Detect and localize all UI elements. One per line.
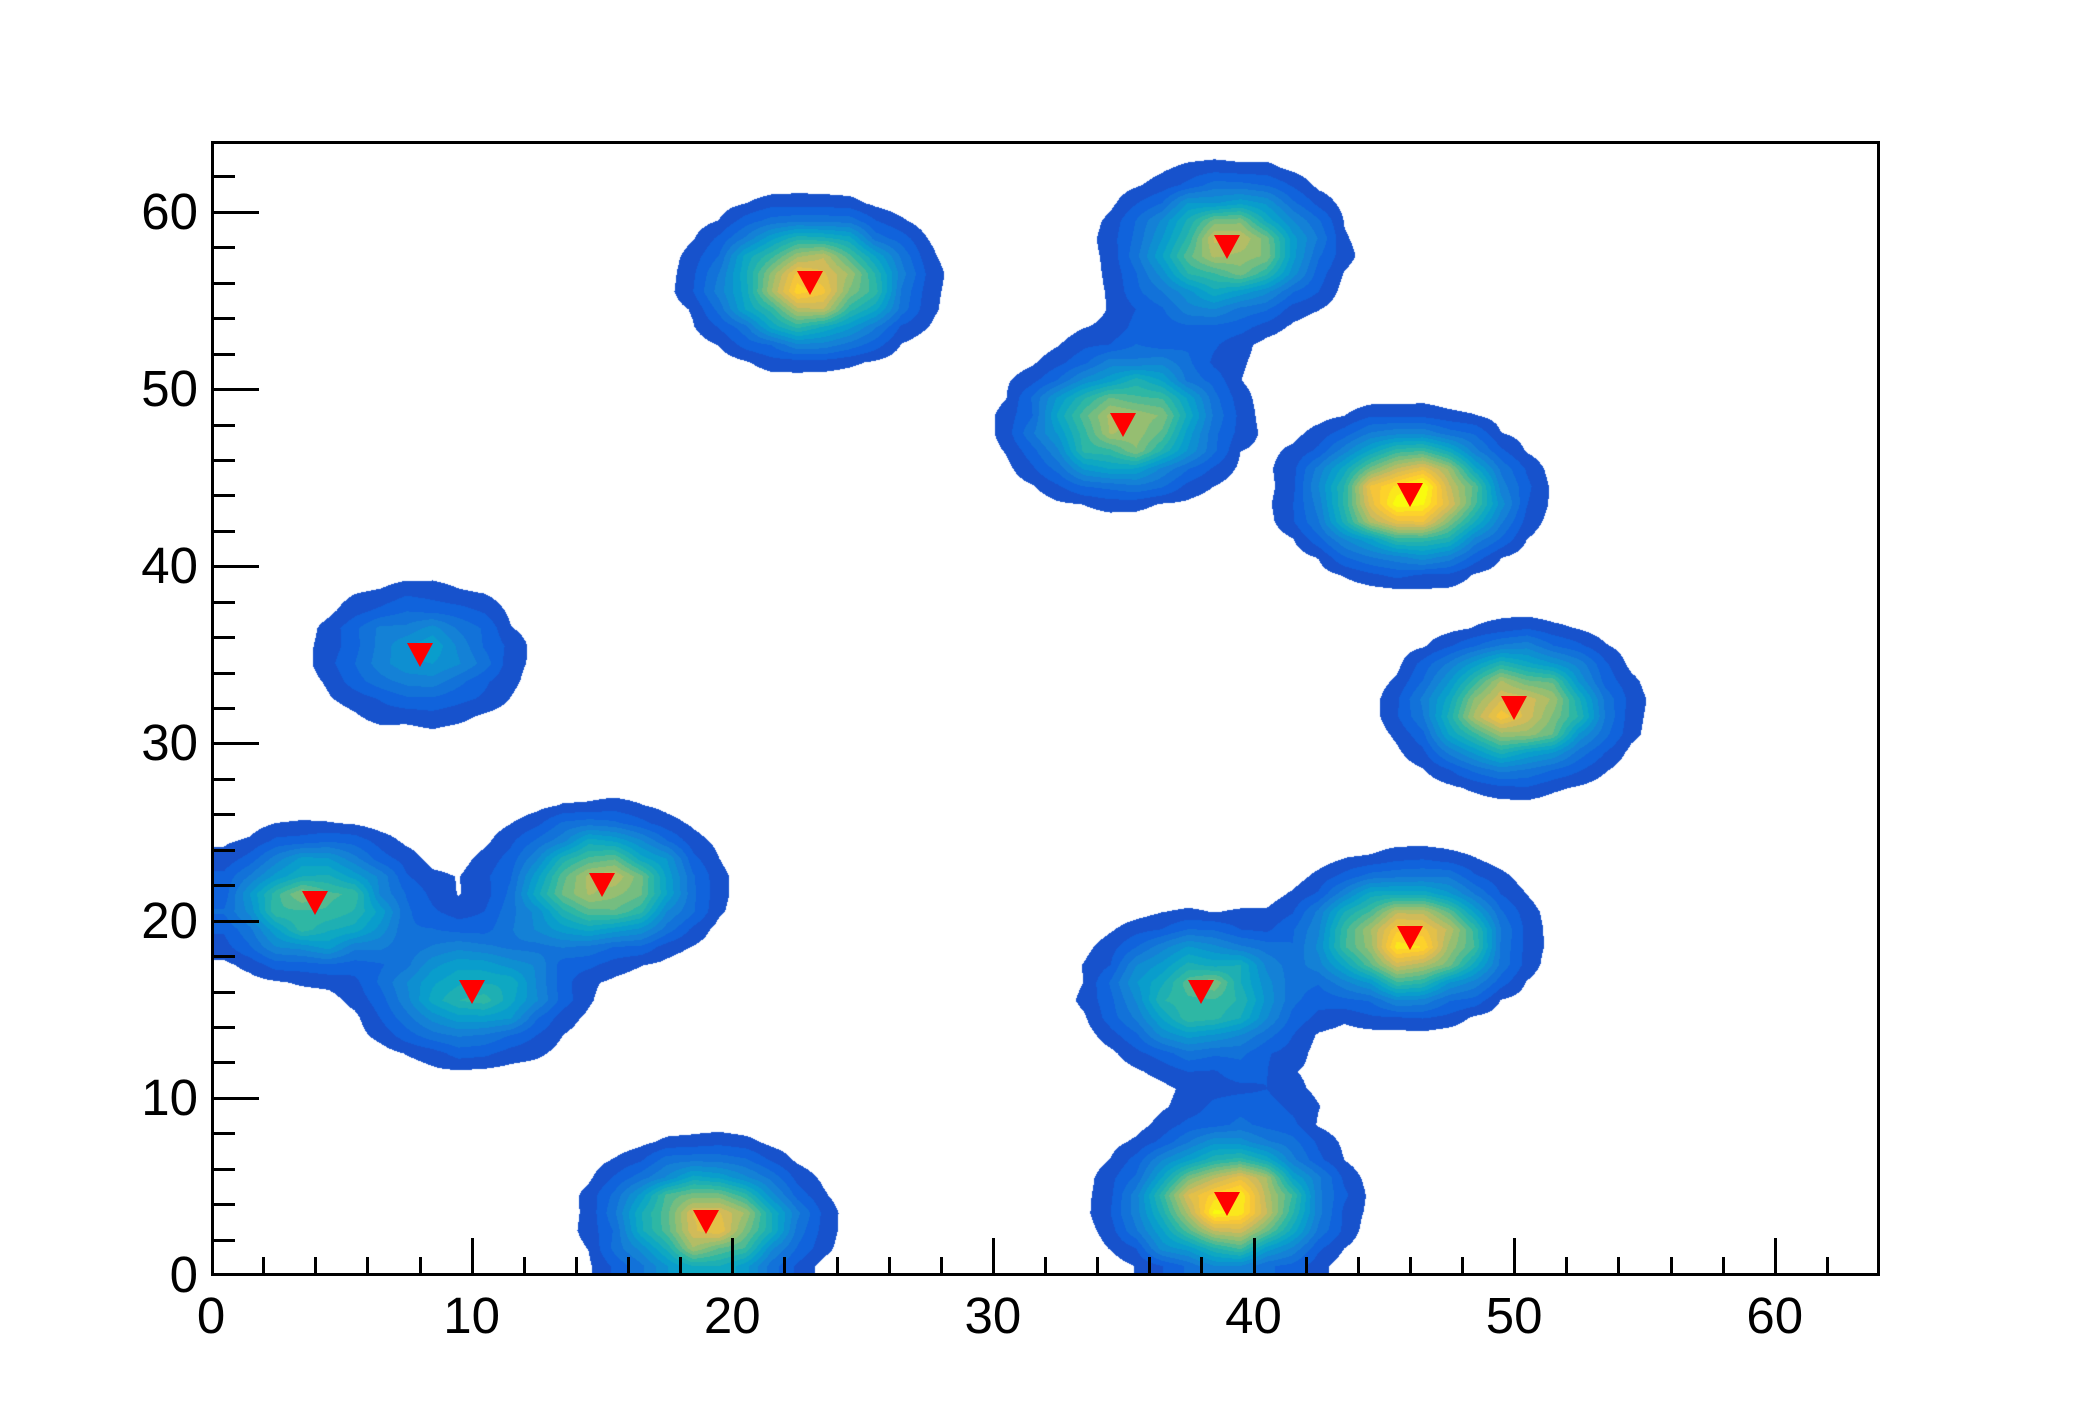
peak-marker xyxy=(406,642,433,667)
x-axis-tick xyxy=(1565,1257,1568,1275)
x-tick-label-10: 10 xyxy=(443,1287,500,1344)
x-axis-tick xyxy=(314,1257,317,1275)
y-axis-tick xyxy=(211,1132,235,1135)
peak-marker xyxy=(588,873,615,898)
y-tick-label-30: 30 xyxy=(141,714,198,772)
x-tick-label-0: 0 xyxy=(196,1287,226,1344)
x-tick-label-40: 40 xyxy=(1225,1287,1282,1344)
y-tick-label-60: 60 xyxy=(141,182,198,240)
y-axis-tick xyxy=(211,246,235,249)
x-axis-tick xyxy=(940,1257,943,1275)
x-axis-tick xyxy=(1617,1257,1620,1275)
y-axis-tick xyxy=(211,636,235,639)
y-axis-tick xyxy=(211,1239,235,1242)
y-axis-tick xyxy=(211,1203,235,1206)
y-axis-tick xyxy=(211,424,235,427)
x-axis-tick xyxy=(1305,1257,1308,1275)
peak-marker xyxy=(458,979,485,1004)
y-axis-tick xyxy=(211,1061,235,1064)
y-axis-tick xyxy=(211,601,235,604)
peak-marker xyxy=(693,1209,720,1234)
y-axis-tick xyxy=(211,955,235,958)
y-axis-tick xyxy=(211,707,235,710)
x-axis-tick xyxy=(783,1257,786,1275)
y-axis-tick xyxy=(211,565,259,568)
y-axis-tick xyxy=(211,813,235,816)
y-axis-tick xyxy=(211,742,259,745)
y-axis-tick xyxy=(211,672,235,675)
x-axis-tick xyxy=(1670,1257,1673,1275)
x-axis-tick xyxy=(419,1257,422,1275)
y-axis-tick xyxy=(211,1097,259,1100)
y-axis-tick xyxy=(211,920,259,923)
x-axis-tick xyxy=(1826,1257,1829,1275)
peak-marker xyxy=(1214,1192,1241,1217)
peak-marker xyxy=(797,270,824,295)
y-axis-tick xyxy=(211,778,235,781)
y-axis-tick xyxy=(211,849,235,852)
y-axis-tick xyxy=(211,175,235,178)
x-axis-tick xyxy=(1513,1238,1516,1275)
peak-marker xyxy=(302,890,329,915)
x-axis-tick xyxy=(366,1257,369,1275)
y-axis-tick xyxy=(211,884,235,887)
y-axis-tick xyxy=(211,1026,235,1029)
x-tick-label-60: 60 xyxy=(1746,1287,1804,1344)
x-axis-tick xyxy=(731,1238,734,1275)
y-tick-label-0: 0 xyxy=(169,1246,198,1303)
x-axis-tick xyxy=(836,1257,839,1275)
y-axis-tick xyxy=(211,388,259,391)
y-axis-tick xyxy=(211,459,235,462)
peak-marker xyxy=(1214,235,1241,260)
y-axis-tick xyxy=(211,282,235,285)
x-axis-tick xyxy=(1044,1257,1047,1275)
y-axis-tick xyxy=(211,211,259,214)
y-tick-label-50: 50 xyxy=(141,360,198,418)
peak-marker xyxy=(1396,483,1423,508)
x-axis-tick xyxy=(1148,1257,1151,1275)
x-axis-tick xyxy=(1357,1257,1360,1275)
x-axis-tick xyxy=(262,1257,265,1275)
x-axis-tick xyxy=(523,1257,526,1275)
x-tick-label-50: 50 xyxy=(1485,1287,1543,1344)
x-axis-tick xyxy=(679,1257,682,1275)
x-axis-tick xyxy=(627,1257,630,1275)
y-axis-tick xyxy=(211,317,235,320)
peak-marker xyxy=(1501,696,1528,720)
y-tick-label-20: 20 xyxy=(141,891,198,949)
y-tick-label-40: 40 xyxy=(141,537,198,595)
peak-marker xyxy=(1188,979,1215,1004)
x-axis-tick xyxy=(1722,1257,1725,1275)
x-axis-tick xyxy=(1461,1257,1464,1275)
peak-marker xyxy=(1110,412,1137,437)
y-axis-tick xyxy=(211,353,235,356)
y-tick-label-10: 10 xyxy=(141,1068,198,1126)
x-axis-tick xyxy=(992,1238,995,1275)
y-axis-tick xyxy=(211,1168,235,1171)
contour-field-canvas xyxy=(211,141,1879,1275)
x-axis-tick xyxy=(1774,1238,1777,1275)
y-axis-tick xyxy=(211,494,235,497)
peak-marker xyxy=(1396,926,1423,951)
x-axis-tick xyxy=(1253,1238,1256,1275)
x-axis-tick xyxy=(1409,1257,1412,1275)
x-axis-tick xyxy=(1096,1257,1099,1275)
x-axis-tick xyxy=(471,1238,474,1275)
x-tick-label-30: 30 xyxy=(964,1287,1022,1344)
y-axis-tick xyxy=(211,991,235,994)
x-tick-label-20: 20 xyxy=(703,1287,761,1344)
x-axis-tick xyxy=(575,1257,578,1275)
x-axis-tick xyxy=(1200,1257,1203,1275)
x-axis-tick xyxy=(888,1257,891,1275)
y-axis-tick xyxy=(211,530,235,533)
